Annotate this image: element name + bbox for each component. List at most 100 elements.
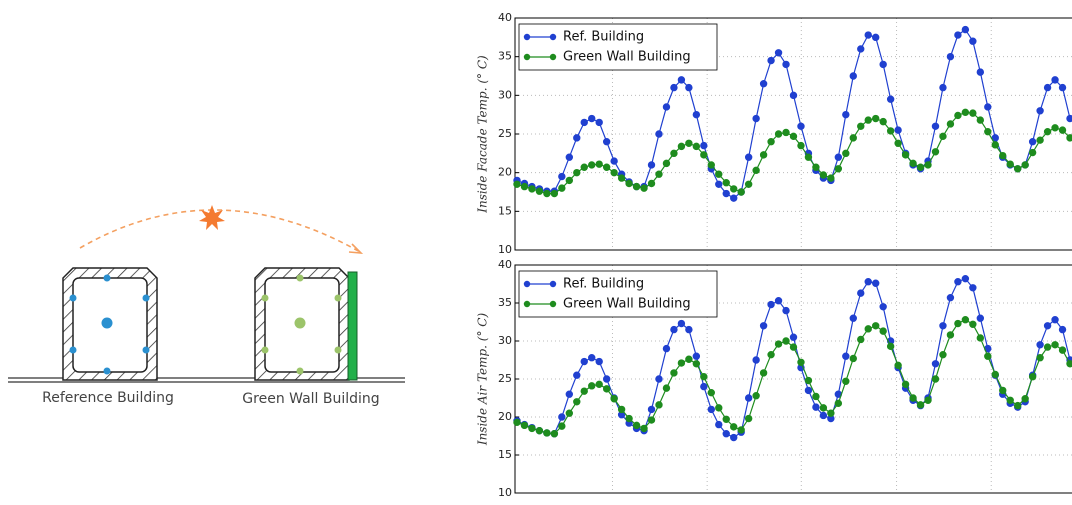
data-point xyxy=(865,117,871,123)
data-point xyxy=(596,161,602,167)
data-point xyxy=(1059,84,1065,90)
data-point xyxy=(910,160,916,166)
data-point xyxy=(865,279,871,285)
data-point xyxy=(618,406,624,412)
data-point xyxy=(805,387,811,393)
data-point xyxy=(783,129,789,135)
data-point xyxy=(865,326,871,332)
data-point xyxy=(536,427,542,433)
diagram-label: Green Wall Building xyxy=(242,391,379,407)
data-point xyxy=(873,115,879,121)
data-point xyxy=(559,414,565,420)
data-point xyxy=(678,143,684,149)
data-point xyxy=(858,290,864,296)
data-point xyxy=(798,142,804,148)
data-point xyxy=(1052,317,1058,323)
data-point xyxy=(850,355,856,361)
y-tick-label: 20 xyxy=(498,410,512,423)
diagram-label: Reference Building xyxy=(42,390,174,406)
data-point xyxy=(880,328,886,334)
y-tick-label: 40 xyxy=(498,258,512,271)
data-point xyxy=(768,57,774,63)
data-point xyxy=(1067,115,1072,121)
data-point xyxy=(678,320,684,326)
data-point xyxy=(835,400,841,406)
data-point xyxy=(895,362,901,368)
data-point xyxy=(731,195,737,201)
data-point xyxy=(603,139,609,145)
data-point xyxy=(686,356,692,362)
data-point xyxy=(671,370,677,376)
data-point xyxy=(843,353,849,359)
data-point xyxy=(947,332,953,338)
data-point xyxy=(618,175,624,181)
data-point xyxy=(656,131,662,137)
y-tick-label: 35 xyxy=(498,50,512,63)
data-point xyxy=(521,422,527,428)
data-point xyxy=(701,374,707,380)
data-point xyxy=(1037,137,1043,143)
data-point xyxy=(738,189,744,195)
data-point xyxy=(970,321,976,327)
data-point xyxy=(775,341,781,347)
y-tick-label: 15 xyxy=(498,204,512,217)
y-axis-label: Inside Air Temp. (° C) xyxy=(476,313,490,447)
data-point xyxy=(581,358,587,364)
data-point xyxy=(955,112,961,118)
y-tick-label: 25 xyxy=(498,127,512,140)
data-point xyxy=(835,154,841,160)
data-point xyxy=(1014,402,1020,408)
data-point xyxy=(1067,361,1072,367)
legend-marker xyxy=(524,281,530,287)
data-point xyxy=(850,73,856,79)
data-point xyxy=(955,320,961,326)
data-point xyxy=(723,416,729,422)
data-point xyxy=(633,422,639,428)
data-point xyxy=(581,119,587,125)
data-point xyxy=(731,434,737,440)
y-tick-label: 30 xyxy=(498,334,512,347)
legend-label: Ref. Building xyxy=(563,30,644,45)
data-point xyxy=(1000,152,1006,158)
data-point xyxy=(932,361,938,367)
data-point xyxy=(626,180,632,186)
data-point xyxy=(925,162,931,168)
y-tick-label: 10 xyxy=(498,486,512,499)
data-point xyxy=(790,334,796,340)
data-point xyxy=(985,353,991,359)
data-point xyxy=(1029,149,1035,155)
data-point xyxy=(589,115,595,121)
data-point xyxy=(820,172,826,178)
data-point xyxy=(940,84,946,90)
data-point xyxy=(1022,396,1028,402)
data-point xyxy=(716,405,722,411)
data-point xyxy=(633,183,639,189)
data-point xyxy=(798,123,804,129)
data-point xyxy=(858,46,864,52)
data-point xyxy=(723,180,729,186)
data-point xyxy=(656,376,662,382)
data-point xyxy=(947,294,953,300)
data-point xyxy=(783,338,789,344)
data-point xyxy=(678,77,684,83)
data-point xyxy=(663,345,669,351)
data-point xyxy=(566,177,572,183)
data-point xyxy=(790,344,796,350)
data-point xyxy=(603,376,609,382)
data-point xyxy=(925,397,931,403)
data-point xyxy=(663,160,669,166)
data-point xyxy=(745,395,751,401)
data-point xyxy=(820,412,826,418)
data-point xyxy=(828,410,834,416)
legend-marker xyxy=(550,281,556,287)
data-point xyxy=(850,135,856,141)
data-point xyxy=(693,111,699,117)
data-point xyxy=(1029,139,1035,145)
data-point xyxy=(603,386,609,392)
data-point xyxy=(813,404,819,410)
green-wall-building xyxy=(255,268,357,380)
data-point xyxy=(596,119,602,125)
legend-label: Green Wall Building xyxy=(563,50,691,65)
data-point xyxy=(723,431,729,437)
data-point xyxy=(701,152,707,158)
